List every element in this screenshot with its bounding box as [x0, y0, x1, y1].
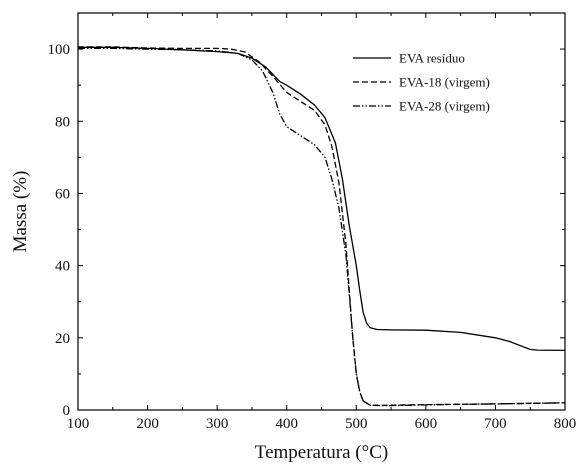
x-tick-label: 500: [345, 416, 368, 432]
plot-frame: [77, 12, 566, 411]
y-axis-title: Massa (%): [10, 171, 31, 253]
axes: 100 200 300 400 500 600 700 800 0 20 40 60 80 100: [48, 12, 577, 432]
x-tick-label: 200: [136, 416, 159, 432]
x-tick-label: 300: [206, 416, 229, 432]
legend-label-3: EVA-28 (virgem): [399, 99, 490, 114]
x-tick-label: 600: [415, 416, 438, 432]
x-tick-label: 800: [554, 416, 577, 432]
y-tick-label: 20: [55, 331, 70, 347]
legend-label-1: EVA resíduo: [399, 51, 465, 66]
legend: EVA resíduo EVA-18 (virgem) EVA-28 (virgem…: [353, 51, 490, 114]
plot-series: [78, 46, 566, 407]
y-tick-label: 0: [63, 403, 71, 419]
series-line-2: [78, 46, 566, 406]
y-tick-label: 80: [55, 114, 70, 130]
y-tick-label: 60: [55, 186, 70, 202]
series-line-1: [78, 46, 566, 352]
x-axis-title: Temperatura (°C): [255, 442, 388, 463]
x-tick-label: 700: [484, 416, 507, 432]
x-tick-label: 100: [67, 416, 90, 432]
series-line-3: [78, 47, 566, 407]
x-tick-label: 400: [275, 416, 298, 432]
y-tick-label: 40: [55, 259, 70, 275]
legend-label-2: EVA-18 (virgem): [399, 75, 490, 90]
y-tick-label: 100: [48, 42, 71, 58]
